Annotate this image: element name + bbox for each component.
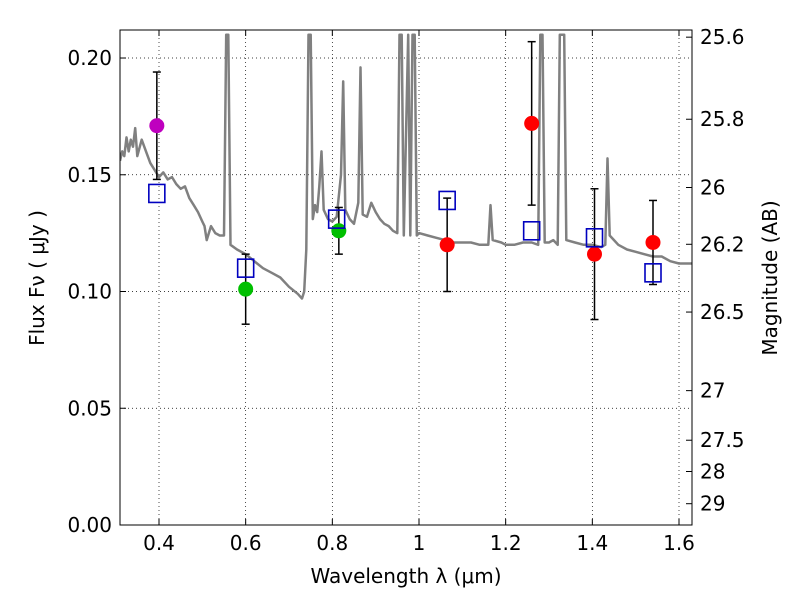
model-point [438, 190, 456, 211]
data-point [524, 115, 540, 131]
model-spectrum [120, 33, 692, 300]
x-axis: 0.4 0.6 0.8 1 1.2 1.4 1.6 [143, 30, 695, 555]
magnitude-tick-label: 28 [700, 460, 725, 484]
y-tick-label: 0.05 [67, 396, 112, 420]
magnitude-tick-label: 26.5 [700, 300, 745, 324]
y-axis: 0.00 0.05 0.10 0.15 0.20 [67, 46, 126, 537]
data-point [238, 281, 254, 297]
y-tick-label: 0.20 [67, 46, 112, 70]
x-tick-label: 0.4 [143, 531, 175, 555]
x-tick-label: 0.8 [316, 531, 348, 555]
spectrum-line [120, 33, 692, 300]
model-point [327, 209, 346, 229]
magnitude-tick-label: 25.6 [700, 25, 745, 49]
plot-frame [119, 29, 693, 526]
x-tick-label: 1.6 [663, 531, 695, 555]
data-point [587, 246, 602, 262]
magnitude-axis: 25.6 25.8 26 26.2 26.5 27 27.5 28 29 [686, 25, 745, 516]
x-tick-label: 0.6 [230, 531, 262, 555]
model-photometry-squares [148, 183, 662, 283]
data-point [439, 237, 455, 253]
x-tick-label: 1.4 [576, 531, 608, 555]
magnitude-tick-label: 26 [700, 176, 725, 200]
model-point [148, 183, 166, 204]
model-point [644, 263, 662, 283]
magnitude-tick-label: 25.8 [700, 107, 745, 131]
model-point [585, 228, 604, 248]
data-point [149, 118, 165, 134]
y-axis-label: Flux Fν ( μJy ) [25, 210, 49, 346]
x-tick-label: 1 [413, 531, 426, 555]
model-point [236, 258, 255, 278]
y-axis-right-label: Magnitude (AB) [758, 200, 782, 355]
y-tick-label: 0.10 [67, 280, 112, 304]
data-point [331, 223, 347, 239]
y-tick-label: 0.15 [67, 163, 112, 187]
magnitude-tick-label: 29 [700, 492, 725, 516]
magnitude-tick-label: 26.2 [700, 232, 745, 256]
photometry-points [149, 115, 661, 297]
y-tick-label: 0.00 [67, 513, 112, 537]
data-point [645, 234, 661, 250]
magnitude-tick-label: 27.5 [700, 428, 745, 452]
x-tick-label: 1.2 [490, 531, 522, 555]
magnitude-tick-label: 27 [700, 379, 725, 403]
model-point [522, 221, 541, 241]
x-axis-label: Wavelength λ (μm) [310, 564, 501, 588]
